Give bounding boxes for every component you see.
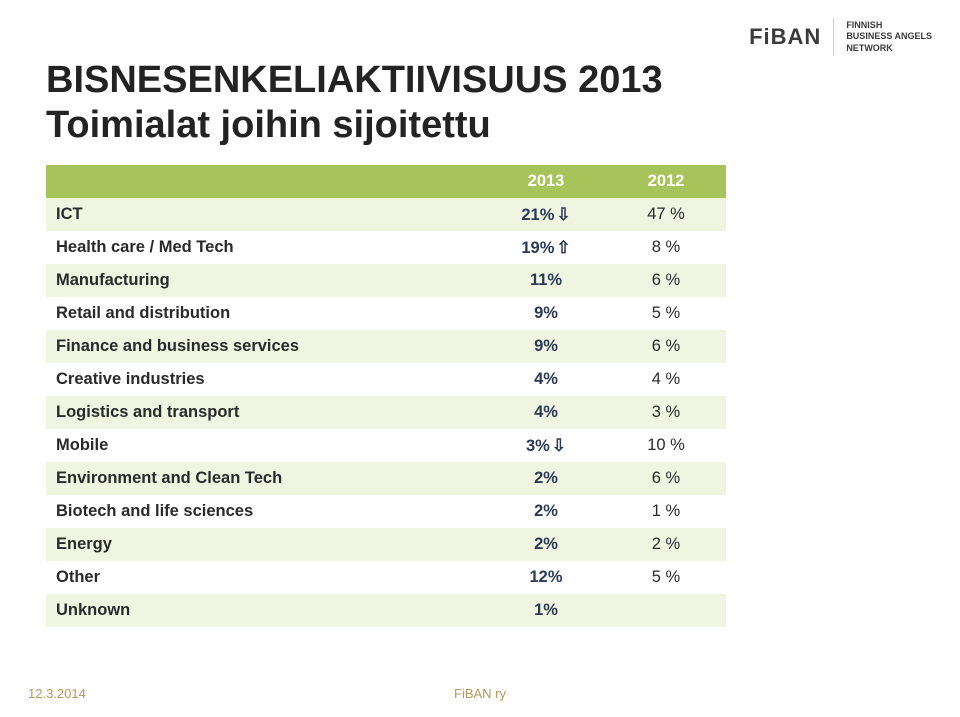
table-row: Environment and Clean Tech2%6 % xyxy=(46,462,726,495)
table-row: Biotech and life sciences2%1 % xyxy=(46,495,726,528)
table-row: Health care / Med Tech19% ⇧8 % xyxy=(46,231,726,264)
table-row: Energy2%2 % xyxy=(46,528,726,561)
cell-2013: 3% ⇩ xyxy=(486,429,606,462)
cell-2012: 2 % xyxy=(606,528,726,561)
cell-category: Other xyxy=(46,561,486,594)
cell-2012: 5 % xyxy=(606,561,726,594)
logo-subtitle: FINNISH BUSINESS ANGELS NETWORK xyxy=(846,20,932,54)
cell-category: Unknown xyxy=(46,594,486,627)
arrow-up-icon: ⇧ xyxy=(556,238,570,258)
footer-spacer xyxy=(928,686,932,701)
logo-divider xyxy=(833,18,834,56)
table-row: Retail and distribution9%5 % xyxy=(46,297,726,330)
cell-2012: 1 % xyxy=(606,495,726,528)
cell-category: Biotech and life sciences xyxy=(46,495,486,528)
title-block: BISNESENKELIAKTIIVISUUS 2013 Toimialat j… xyxy=(46,58,663,148)
cell-2013: 9% xyxy=(486,297,606,330)
logo-sub-1: FINNISH xyxy=(846,20,932,31)
slide: FiBAN FINNISH BUSINESS ANGELS NETWORK BI… xyxy=(0,0,960,717)
data-table-wrap: 2013 2012 ICT21% ⇩47 %Health care / Med … xyxy=(46,165,726,627)
title-line-2: Toimialat joihin sijoitettu xyxy=(46,103,663,148)
footer-date: 12.3.2014 xyxy=(28,686,86,701)
cell-2012: 6 % xyxy=(606,462,726,495)
logo-sub-2: BUSINESS ANGELS xyxy=(846,31,932,42)
table-row: Unknown1% xyxy=(46,594,726,627)
cell-2013: 11% xyxy=(486,264,606,297)
table-row: Manufacturing11%6 % xyxy=(46,264,726,297)
col-header-2012: 2012 xyxy=(606,165,726,198)
cell-2013: 2% xyxy=(486,528,606,561)
cell-category: Manufacturing xyxy=(46,264,486,297)
data-table: 2013 2012 ICT21% ⇩47 %Health care / Med … xyxy=(46,165,726,627)
cell-2013: 1% xyxy=(486,594,606,627)
table-row: Mobile3% ⇩10 % xyxy=(46,429,726,462)
cell-2012: 4 % xyxy=(606,363,726,396)
cell-2012: 47 % xyxy=(606,198,726,231)
cell-category: Retail and distribution xyxy=(46,297,486,330)
table-row: Logistics and transport4%3 % xyxy=(46,396,726,429)
cell-2012: 6 % xyxy=(606,330,726,363)
cell-category: Health care / Med Tech xyxy=(46,231,486,264)
cell-2013: 12% xyxy=(486,561,606,594)
footer-org: FiBAN ry xyxy=(454,686,506,701)
col-header-category xyxy=(46,165,486,198)
cell-2013: 4% xyxy=(486,363,606,396)
table-header-row: 2013 2012 xyxy=(46,165,726,198)
cell-2013: 2% xyxy=(486,462,606,495)
cell-2013: 4% xyxy=(486,396,606,429)
cell-category: Finance and business services xyxy=(46,330,486,363)
cell-category: Creative industries xyxy=(46,363,486,396)
cell-2013: 19% ⇧ xyxy=(486,231,606,264)
table-body: ICT21% ⇩47 %Health care / Med Tech19% ⇧8… xyxy=(46,198,726,627)
cell-2012: 10 % xyxy=(606,429,726,462)
table-row: Creative industries4%4 % xyxy=(46,363,726,396)
cell-2012: 5 % xyxy=(606,297,726,330)
col-header-2013: 2013 xyxy=(486,165,606,198)
cell-category: Logistics and transport xyxy=(46,396,486,429)
cell-category: ICT xyxy=(46,198,486,231)
arrow-down-icon: ⇩ xyxy=(552,436,566,456)
cell-2012: 8 % xyxy=(606,231,726,264)
logo-block: FiBAN FINNISH BUSINESS ANGELS NETWORK xyxy=(749,18,932,56)
cell-2013: 21% ⇩ xyxy=(486,198,606,231)
cell-category: Energy xyxy=(46,528,486,561)
table-row: ICT21% ⇩47 % xyxy=(46,198,726,231)
cell-category: Environment and Clean Tech xyxy=(46,462,486,495)
cell-2012: 3 % xyxy=(606,396,726,429)
title-line-1: BISNESENKELIAKTIIVISUUS 2013 xyxy=(46,58,663,103)
table-row: Other12%5 % xyxy=(46,561,726,594)
cell-category: Mobile xyxy=(46,429,486,462)
fiban-logo: FiBAN xyxy=(749,24,821,50)
logo-sub-3: NETWORK xyxy=(846,43,932,54)
table-row: Finance and business services9%6 % xyxy=(46,330,726,363)
cell-2013: 9% xyxy=(486,330,606,363)
cell-2013: 2% xyxy=(486,495,606,528)
cell-2012 xyxy=(606,594,726,627)
arrow-down-icon: ⇩ xyxy=(556,205,570,225)
cell-2012: 6 % xyxy=(606,264,726,297)
footer: 12.3.2014 FiBAN ry xyxy=(0,686,960,701)
